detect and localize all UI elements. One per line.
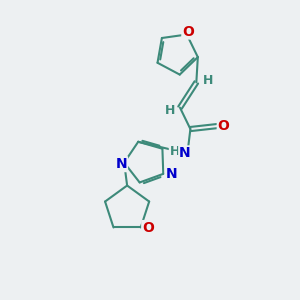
- Text: H: H: [164, 103, 175, 116]
- Text: H: H: [202, 74, 213, 86]
- Text: N: N: [116, 157, 127, 171]
- Text: O: O: [218, 119, 230, 133]
- Text: N: N: [166, 167, 177, 181]
- Text: N: N: [179, 146, 191, 161]
- Text: H: H: [170, 146, 180, 158]
- Text: O: O: [142, 221, 154, 235]
- Text: O: O: [182, 25, 194, 38]
